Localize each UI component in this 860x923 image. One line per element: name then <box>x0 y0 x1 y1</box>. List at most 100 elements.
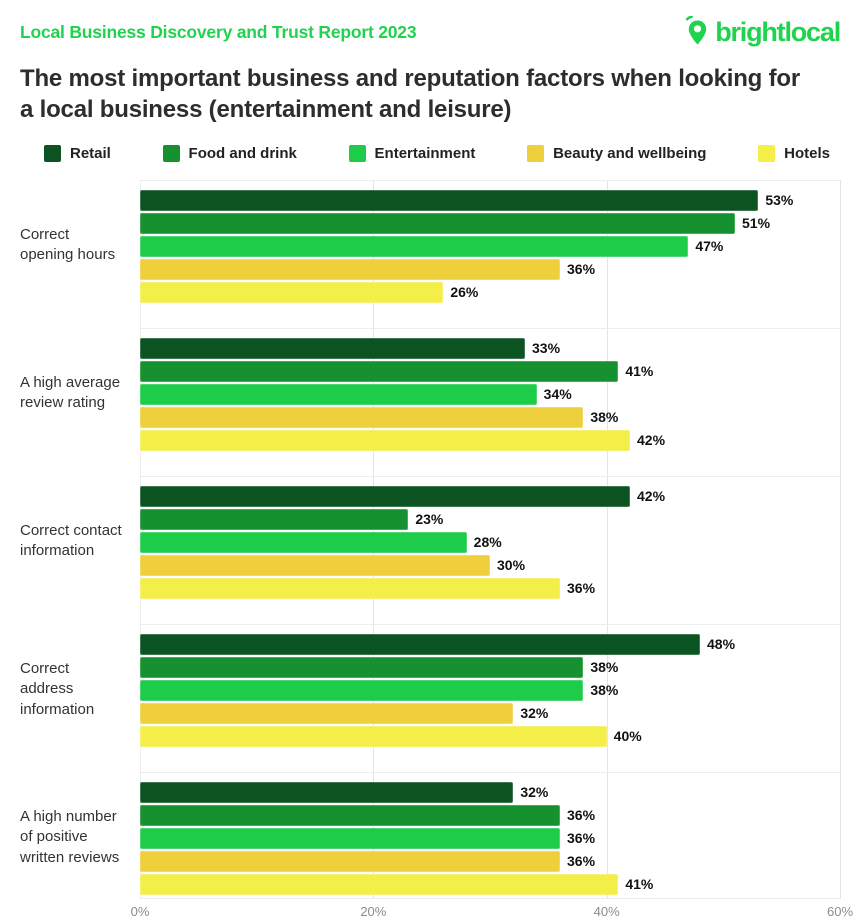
bar-group-bars: 42% 23% 28% 30% 36% <box>140 475 840 624</box>
bar-value-label: 34% <box>543 386 572 403</box>
bar-group: Correct opening hours 53% 51% 47% 36% 26% <box>20 179 840 328</box>
bar-row: 36% <box>140 258 840 280</box>
bar-value-label: 36% <box>567 830 596 847</box>
bar-value-label: 23% <box>415 511 444 528</box>
x-axis-tick-label: 20% <box>360 903 387 919</box>
bar-value-label: 38% <box>590 682 619 699</box>
bar-retail <box>140 781 514 803</box>
bar-value-label: 36% <box>567 580 596 597</box>
bar-hotels <box>140 873 619 895</box>
bar-value-label: 42% <box>637 432 666 449</box>
x-axis-tick-label: 40% <box>593 903 620 919</box>
bar-value-label: 38% <box>590 659 619 676</box>
category-label: Correct address information <box>20 660 95 718</box>
bar-value-label: 41% <box>625 363 654 380</box>
bar-group: A high average review rating 33% 41% 34% 38%… <box>20 327 840 476</box>
bar-row: 47% <box>140 235 840 257</box>
bar-chart: Correct opening hours 53% 51% 47% 36% 26% A hi… <box>20 179 853 923</box>
gridline <box>840 179 841 899</box>
gridline <box>606 179 608 899</box>
bar-food-and-drink <box>140 804 560 826</box>
bar-row: 38% <box>140 656 840 678</box>
bar-hotels <box>140 281 444 303</box>
bar-row: 32% <box>140 702 840 724</box>
legend-item: Food and drink <box>162 145 297 163</box>
bar-group: Correct address information 48% 38% 38% 32% 4… <box>20 623 840 772</box>
bar-row: 34% <box>140 383 840 405</box>
top-bar: Local Business Discovery and Trust Repor… <box>20 14 841 50</box>
chart-legend: Retail Food and drink Entertainment Beauty … <box>20 142 840 166</box>
legend-item: Hotels <box>758 145 830 163</box>
bar-value-label: 38% <box>590 409 619 426</box>
bar-row: 41% <box>140 360 840 382</box>
bar-value-label: 48% <box>707 636 736 653</box>
bar-entertainment <box>140 383 537 405</box>
brand-logo: brightlocal <box>683 15 841 49</box>
legend-item: Beauty and wellbeing <box>527 145 707 163</box>
bar-row: 30% <box>140 554 840 576</box>
bar-value-label: 41% <box>625 876 654 893</box>
bar-row: 26% <box>140 281 840 303</box>
bar-retail <box>140 485 630 507</box>
bar-hotels <box>140 725 607 747</box>
bar-row: 36% <box>140 804 840 826</box>
bar-food-and-drink <box>140 656 584 678</box>
category-label: A high number of positive written review… <box>20 808 120 866</box>
bar-row: 42% <box>140 429 840 451</box>
bar-beauty-and-wellbeing <box>140 554 490 576</box>
bar-row: 28% <box>140 531 840 553</box>
bar-group-bars: 33% 41% 34% 38% 42% <box>140 327 840 476</box>
bar-row: 36% <box>140 827 840 849</box>
bar-retail <box>140 189 759 211</box>
bar-row: 36% <box>140 577 840 599</box>
bar-value-label: 36% <box>567 853 596 870</box>
bar-value-label: 40% <box>613 728 642 745</box>
legend-swatch-icon <box>162 145 180 163</box>
x-axis-tick-label: 0% <box>130 903 150 919</box>
bar-row: 33% <box>140 337 840 359</box>
bar-beauty-and-wellbeing <box>140 702 514 724</box>
bar-row: 51% <box>140 212 840 234</box>
bar-value-label: 30% <box>497 557 526 574</box>
bar-beauty-and-wellbeing <box>140 258 560 280</box>
bar-row: 23% <box>140 508 840 530</box>
bar-entertainment <box>140 827 560 849</box>
bar-value-label: 47% <box>695 238 724 255</box>
report-series-label: Local Business Discovery and Trust Repor… <box>20 21 417 42</box>
bar-beauty-and-wellbeing <box>140 406 584 428</box>
bar-food-and-drink <box>140 508 409 530</box>
map-pin-icon <box>683 15 710 49</box>
bar-entertainment <box>140 235 689 257</box>
legend-label: Retail <box>70 145 111 163</box>
brand-name: brightlocal <box>715 16 841 47</box>
bar-value-label: 28% <box>473 534 502 551</box>
bar-row: 38% <box>140 406 840 428</box>
bar-group-bars: 53% 51% 47% 36% 26% <box>140 179 840 328</box>
legend-swatch-icon <box>44 145 61 163</box>
x-axis-tick-label: 60% <box>826 903 854 919</box>
bar-row: 38% <box>140 679 840 701</box>
bar-retail <box>140 337 525 359</box>
bar-group: Correct contact information 42% 23% 28% 30% 3… <box>20 475 840 624</box>
bar-row: 48% <box>140 633 840 655</box>
legend-swatch-icon <box>758 145 776 163</box>
bar-group-bars: 32% 36% 36% 36% 41% <box>140 771 840 899</box>
bar-value-label: 26% <box>450 284 479 301</box>
bar-row: 42% <box>140 485 840 507</box>
category-label: A high average review rating <box>20 374 121 412</box>
bar-beauty-and-wellbeing <box>140 850 560 872</box>
chart-bar-groups: Correct opening hours 53% 51% 47% 36% 26% A hi… <box>20 179 840 899</box>
legend-label: Food and drink <box>188 145 297 163</box>
bar-hotels <box>140 577 560 599</box>
legend-swatch-icon <box>348 145 366 163</box>
bar-food-and-drink <box>140 212 735 234</box>
legend-label: Beauty and wellbeing <box>553 145 707 163</box>
legend-label: Hotels <box>784 145 830 163</box>
bar-entertainment <box>140 531 467 553</box>
bar-row: 53% <box>140 189 840 211</box>
bar-group-bars: 48% 38% 38% 32% 40% <box>140 623 840 772</box>
page-title: The most important business and reputati… <box>20 65 800 123</box>
legend-swatch-icon <box>527 145 545 163</box>
category-label: Correct opening hours <box>20 226 116 264</box>
